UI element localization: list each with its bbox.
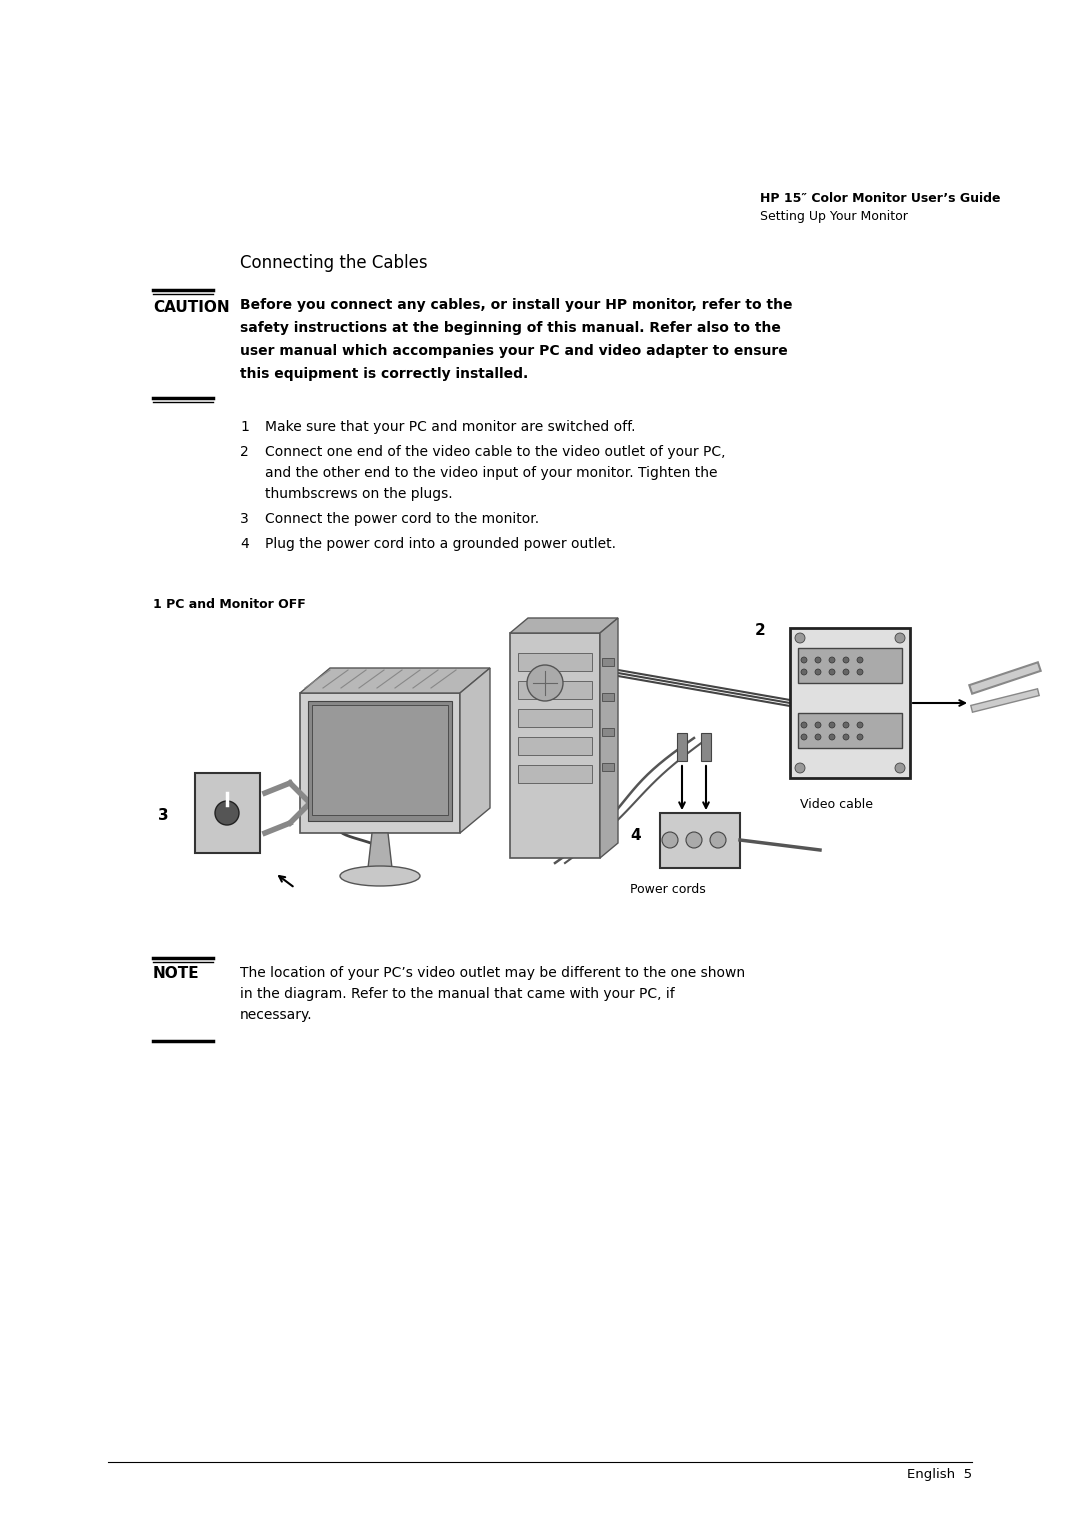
Text: 4: 4 <box>240 536 248 552</box>
Text: Connecting the Cables: Connecting the Cables <box>240 254 428 272</box>
Text: Connect the power cord to the monitor.: Connect the power cord to the monitor. <box>265 512 539 526</box>
Circle shape <box>795 633 805 643</box>
Text: English  5: English 5 <box>907 1468 972 1481</box>
Text: this equipment is correctly installed.: this equipment is correctly installed. <box>240 367 528 380</box>
Circle shape <box>829 733 835 740</box>
Text: in the diagram. Refer to the manual that came with your PC, if: in the diagram. Refer to the manual that… <box>240 987 675 1001</box>
Circle shape <box>795 762 805 773</box>
Circle shape <box>815 723 821 727</box>
Text: Before you connect any cables, or install your HP monitor, refer to the: Before you connect any cables, or instal… <box>240 298 793 312</box>
Circle shape <box>801 723 807 727</box>
Circle shape <box>662 833 678 848</box>
Text: Make sure that your PC and monitor are switched off.: Make sure that your PC and monitor are s… <box>265 420 635 434</box>
Text: 3: 3 <box>158 808 168 824</box>
Circle shape <box>829 669 835 675</box>
Circle shape <box>815 669 821 675</box>
Circle shape <box>815 733 821 740</box>
Text: user manual which accompanies your PC and video adapter to ensure: user manual which accompanies your PC an… <box>240 344 787 358</box>
Text: CAUTION: CAUTION <box>153 299 230 315</box>
Text: and the other end to the video input of your monitor. Tighten the: and the other end to the video input of … <box>265 466 717 480</box>
Bar <box>798 648 902 683</box>
Text: The location of your PC’s video outlet may be different to the one shown: The location of your PC’s video outlet m… <box>240 966 745 979</box>
Circle shape <box>858 657 863 663</box>
Polygon shape <box>368 833 392 868</box>
Bar <box>602 762 615 772</box>
Text: Setting Up Your Monitor: Setting Up Your Monitor <box>760 209 908 223</box>
Bar <box>195 773 260 853</box>
Text: 3: 3 <box>240 512 248 526</box>
Bar <box>312 704 448 814</box>
Text: Power cords: Power cords <box>630 883 705 895</box>
Circle shape <box>895 762 905 773</box>
Text: 1: 1 <box>240 420 248 434</box>
Bar <box>789 628 910 778</box>
Bar <box>518 736 592 755</box>
Bar <box>518 766 592 782</box>
Polygon shape <box>600 617 618 859</box>
Bar <box>518 681 592 698</box>
Bar <box>701 733 711 761</box>
Circle shape <box>858 669 863 675</box>
Polygon shape <box>510 617 618 633</box>
Text: HP 15″ Color Monitor User’s Guide: HP 15″ Color Monitor User’s Guide <box>760 193 1000 205</box>
Bar <box>510 633 600 859</box>
Circle shape <box>858 723 863 727</box>
Text: necessary.: necessary. <box>240 1008 312 1022</box>
Circle shape <box>843 733 849 740</box>
Bar <box>677 733 687 761</box>
Bar <box>602 659 615 666</box>
Circle shape <box>895 633 905 643</box>
Text: thumbscrews on the plugs.: thumbscrews on the plugs. <box>265 487 453 501</box>
Bar <box>660 813 740 868</box>
Text: safety instructions at the beginning of this manual. Refer also to the: safety instructions at the beginning of … <box>240 321 781 335</box>
Text: 1 PC and Monitor OFF: 1 PC and Monitor OFF <box>153 597 306 611</box>
Circle shape <box>686 833 702 848</box>
Circle shape <box>527 665 563 701</box>
Text: NOTE: NOTE <box>153 966 200 981</box>
Circle shape <box>801 657 807 663</box>
Circle shape <box>801 733 807 740</box>
Circle shape <box>843 657 849 663</box>
Text: Video cable: Video cable <box>800 798 873 811</box>
Text: 4: 4 <box>630 828 640 843</box>
Bar <box>518 652 592 671</box>
Bar <box>518 709 592 727</box>
Circle shape <box>843 669 849 675</box>
Polygon shape <box>300 694 460 833</box>
Circle shape <box>829 723 835 727</box>
Polygon shape <box>300 668 490 694</box>
Bar <box>798 714 902 749</box>
Ellipse shape <box>340 866 420 886</box>
Circle shape <box>829 657 835 663</box>
Text: 2: 2 <box>755 623 766 639</box>
Circle shape <box>843 723 849 727</box>
Text: Plug the power cord into a grounded power outlet.: Plug the power cord into a grounded powe… <box>265 536 616 552</box>
Bar <box>602 694 615 701</box>
Bar <box>308 701 453 821</box>
Text: Connect one end of the video cable to the video outlet of your PC,: Connect one end of the video cable to th… <box>265 445 726 458</box>
Text: 2: 2 <box>240 445 248 458</box>
Circle shape <box>858 733 863 740</box>
Circle shape <box>815 657 821 663</box>
Circle shape <box>215 801 239 825</box>
Polygon shape <box>460 668 490 833</box>
Circle shape <box>710 833 726 848</box>
Bar <box>602 727 615 736</box>
Circle shape <box>801 669 807 675</box>
